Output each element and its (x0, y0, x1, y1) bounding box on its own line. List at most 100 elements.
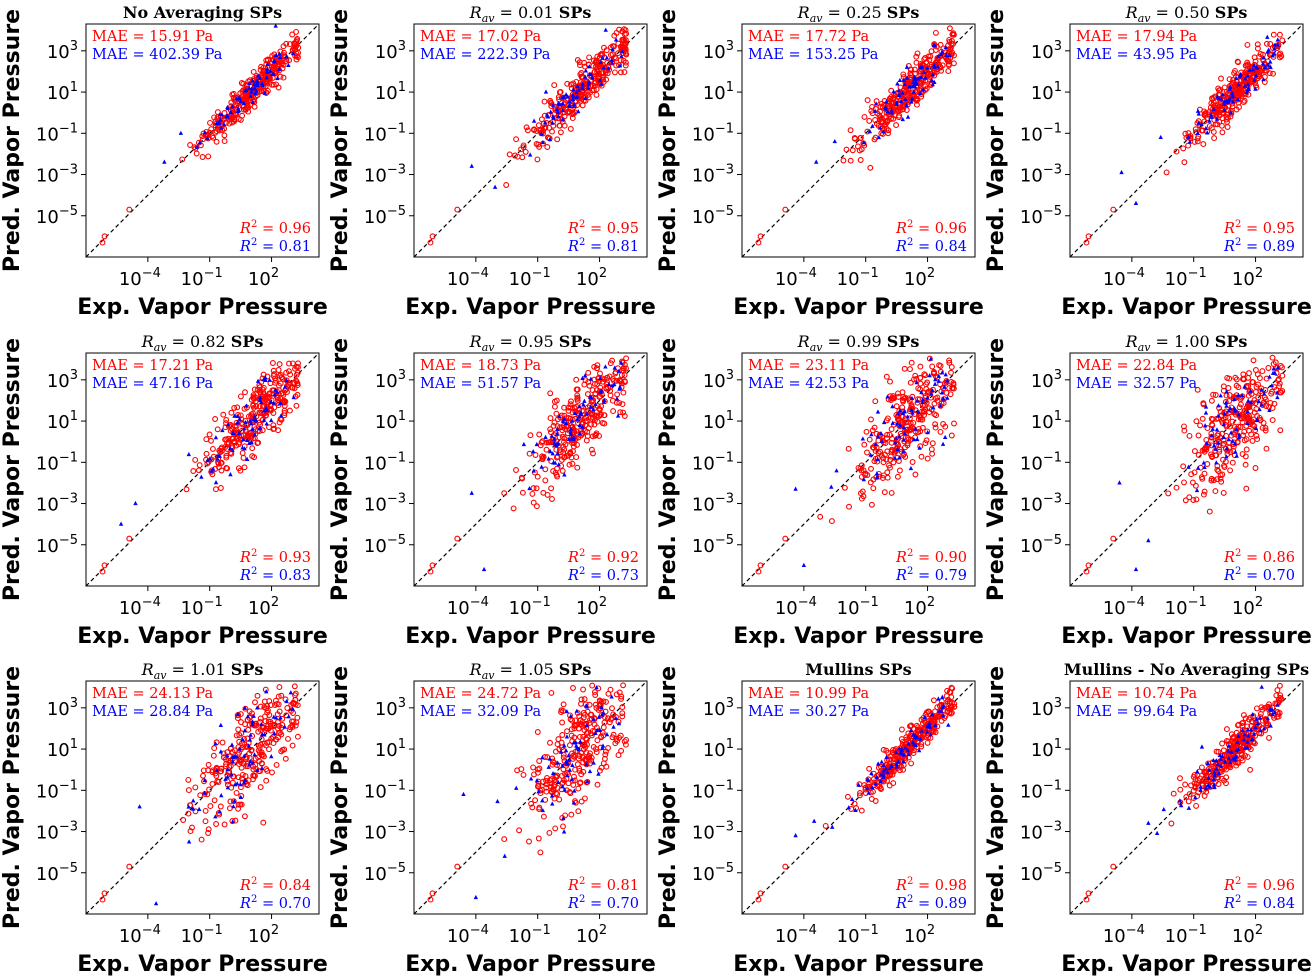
train-point (564, 80, 571, 87)
train-point (286, 41, 293, 48)
tick-base: 10 (47, 371, 70, 392)
test-point (255, 79, 260, 84)
tick-base: 10 (1031, 412, 1054, 433)
train-point (913, 95, 920, 102)
train-point (950, 60, 957, 67)
train-point (553, 410, 560, 417)
train-point (586, 54, 593, 61)
x-tick-label: 10−1 (837, 595, 879, 619)
tick-base: 10 (447, 269, 470, 290)
test-point (597, 77, 603, 83)
train-point (292, 41, 299, 48)
train-point (549, 128, 555, 135)
x-tick-label: 10−4 (447, 923, 489, 947)
train-series (427, 26, 630, 246)
y-tick-label: 10−1 (692, 121, 734, 145)
train-point (1218, 75, 1224, 82)
tick-exponent: −3 (715, 820, 734, 835)
x-tick-label: 10−4 (1103, 266, 1145, 290)
test-point (257, 75, 262, 80)
test-point (153, 901, 159, 906)
r2-value: = 0.81 (585, 878, 639, 894)
title-av: av (482, 669, 496, 682)
test-point (579, 85, 585, 90)
tick-exponent: −3 (59, 492, 78, 507)
train-point (564, 728, 570, 735)
train-point (594, 781, 601, 788)
test-point (275, 75, 280, 81)
test-point (909, 99, 914, 104)
test-point (925, 65, 930, 70)
test-point (915, 436, 920, 442)
tick-base: 10 (1031, 42, 1054, 63)
train-point (922, 83, 929, 90)
mae-train: MAE = 17.02 Pa (420, 29, 541, 45)
test-point (133, 500, 138, 506)
test-point (889, 108, 894, 113)
tick-base: 10 (248, 598, 271, 619)
train-point (280, 43, 287, 50)
r2-train: R2 = 0.90 (895, 548, 967, 566)
test-point (547, 136, 553, 142)
tick-base: 10 (119, 926, 142, 947)
train-point (212, 129, 219, 136)
mae-test: MAE = 222.39 Pa (420, 47, 551, 63)
x-tick-label: 102 (904, 923, 935, 947)
test-point (540, 755, 545, 760)
x-tick-label: 102 (576, 595, 607, 619)
train-point (930, 697, 937, 704)
train-point (1189, 479, 1196, 486)
train-point (1173, 484, 1180, 491)
y-tick-label: 10−5 (36, 533, 78, 557)
test-point (793, 833, 798, 838)
tick-exponent: −1 (860, 595, 879, 610)
train-point (237, 90, 244, 97)
x-tick-label: 10−1 (181, 266, 223, 290)
tick-base: 10 (775, 598, 798, 619)
train-point (1267, 41, 1274, 47)
r2-test: R2 = 0.73 (567, 566, 639, 584)
y-tick-label: 10−5 (1020, 204, 1062, 228)
test-point (617, 63, 623, 68)
train-point (548, 485, 555, 492)
title-r: R (1125, 3, 1138, 22)
train-point (257, 784, 264, 791)
test-point (1202, 423, 1208, 428)
train-point (560, 823, 566, 830)
tick-exponent: 1 (726, 409, 734, 424)
tick-base: 10 (775, 926, 798, 947)
test-point (118, 521, 124, 526)
train-point (951, 420, 957, 427)
train-point (209, 445, 216, 452)
test-point (241, 100, 247, 105)
train-point (1201, 118, 1208, 125)
test-point (575, 83, 580, 89)
train-point (577, 62, 583, 69)
title-av: av (810, 341, 824, 354)
tick-base: 10 (1020, 166, 1043, 187)
train-point (206, 431, 213, 438)
train-point (893, 122, 900, 129)
test-point (219, 112, 224, 117)
test-point (545, 112, 550, 117)
y-tick-label: 101 (375, 80, 406, 104)
test-point (908, 465, 914, 471)
tick-base: 10 (375, 740, 398, 761)
train-point (945, 62, 952, 69)
train-point (531, 127, 538, 134)
test-point (917, 74, 923, 79)
train-point (1191, 138, 1198, 145)
train-point (294, 714, 301, 721)
test-point (205, 135, 210, 141)
tick-exponent: 2 (599, 923, 607, 938)
train-point (235, 726, 242, 733)
test-point (1214, 460, 1219, 465)
test-point (213, 480, 219, 485)
test-point (250, 78, 255, 83)
train-point (937, 41, 944, 48)
tick-exponent: 2 (1255, 266, 1263, 281)
train-point (544, 491, 551, 498)
tick-exponent: −1 (715, 450, 734, 465)
test-point (235, 109, 241, 114)
